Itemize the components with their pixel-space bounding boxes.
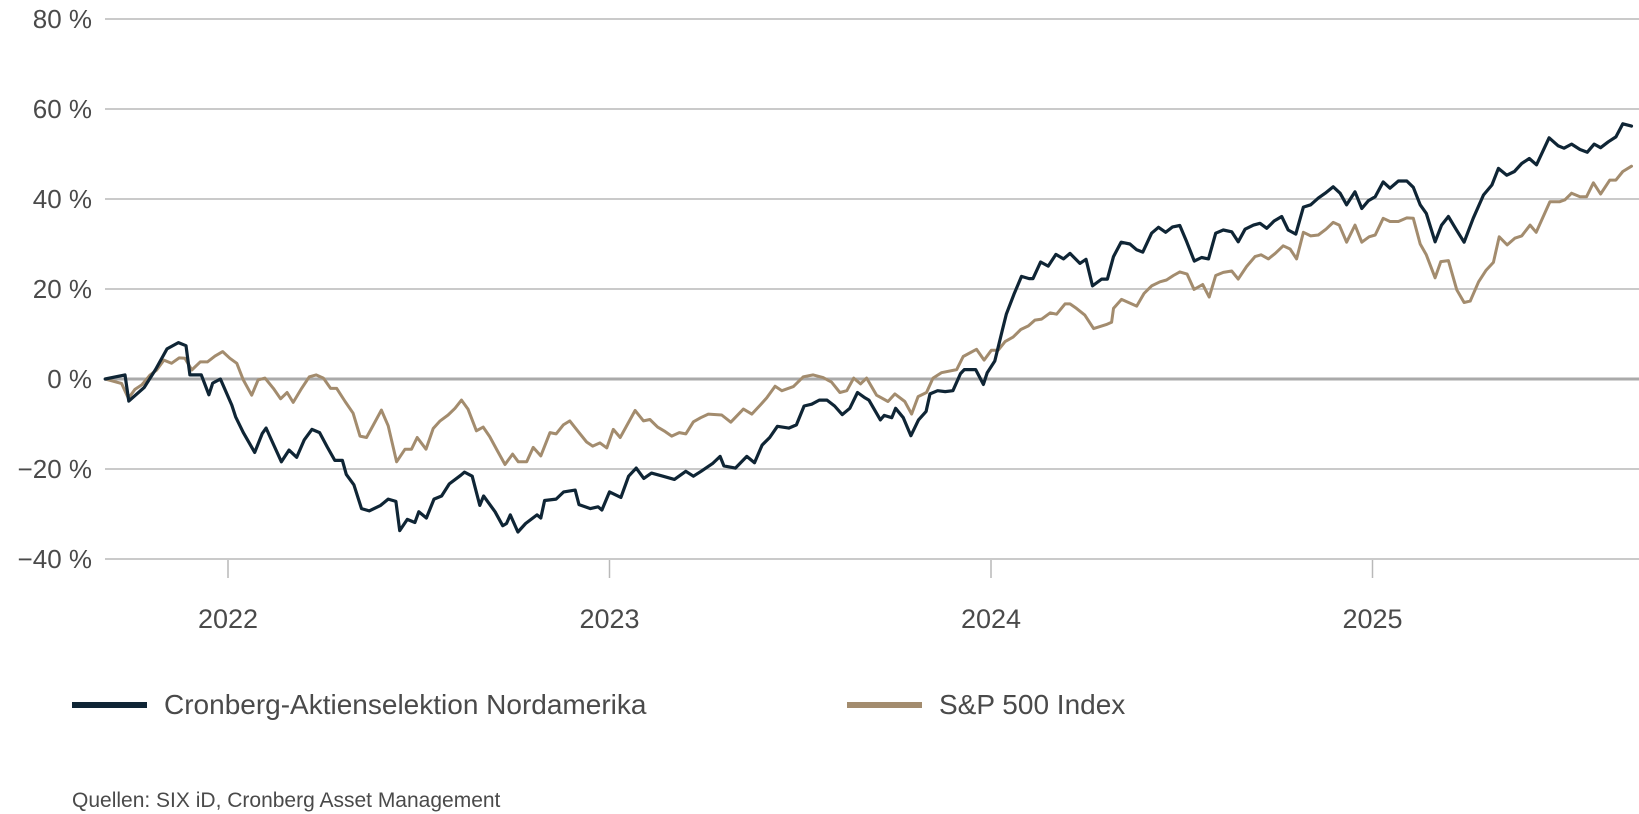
x-tick-label: 2025	[1342, 604, 1402, 634]
legend-item-sp500: S&P 500 Index	[847, 689, 1125, 721]
y-tick-label: 80 %	[33, 4, 92, 34]
y-tick-label: −20 %	[18, 454, 92, 484]
legend-swatch-cronberg	[72, 702, 147, 708]
y-axis: 80 % 60 % 40 % 20 % 0 % −20 % −40 %	[18, 4, 92, 574]
y-tick-label: 60 %	[33, 94, 92, 124]
legend-swatch-sp500	[847, 702, 922, 708]
source-note: Quellen: SIX iD, Cronberg Asset Manageme…	[72, 789, 501, 812]
series-line-cronberg	[103, 122, 1634, 534]
y-tick-label: −40 %	[18, 544, 92, 574]
x-tick-label: 2024	[961, 604, 1021, 634]
x-tick-label: 2022	[198, 604, 258, 634]
performance-chart: 80 %60 %40 %20 %0 %−20 %−40 % 2022 2023 20…	[18, 4, 1639, 634]
legend-item-cronberg: Cronberg-Aktienselektion Nordamerika	[72, 689, 646, 721]
legend-label-cronberg: Cronberg-Aktienselektion Nordamerika	[164, 689, 647, 720]
y-tick-label: 40 %	[33, 184, 92, 214]
gridlines	[105, 18, 1639, 560]
y-tick-label: 20 %	[33, 274, 92, 304]
series-lines	[103, 122, 1634, 534]
x-tick-label: 2023	[579, 604, 639, 634]
y-tick-label: 0 %	[47, 364, 92, 394]
x-axis: 2022 2023 2024 2025	[198, 560, 1403, 634]
series-line-sp500	[103, 164, 1633, 466]
legend-label-sp500: S&P 500 Index	[939, 689, 1126, 720]
